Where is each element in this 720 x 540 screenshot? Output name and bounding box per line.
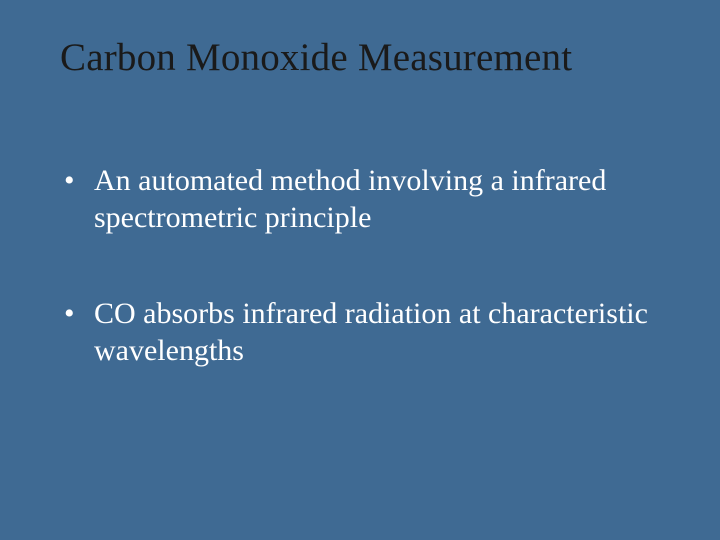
bullet-item: CO absorbs infrared radiation at charact… — [60, 295, 660, 370]
slide-title: Carbon Monoxide Measurement — [60, 35, 660, 82]
bullet-item: An automated method involving a infrared… — [60, 162, 660, 237]
slide: Carbon Monoxide Measurement An automated… — [0, 0, 720, 540]
bullet-list: An automated method involving a infrared… — [60, 162, 660, 370]
